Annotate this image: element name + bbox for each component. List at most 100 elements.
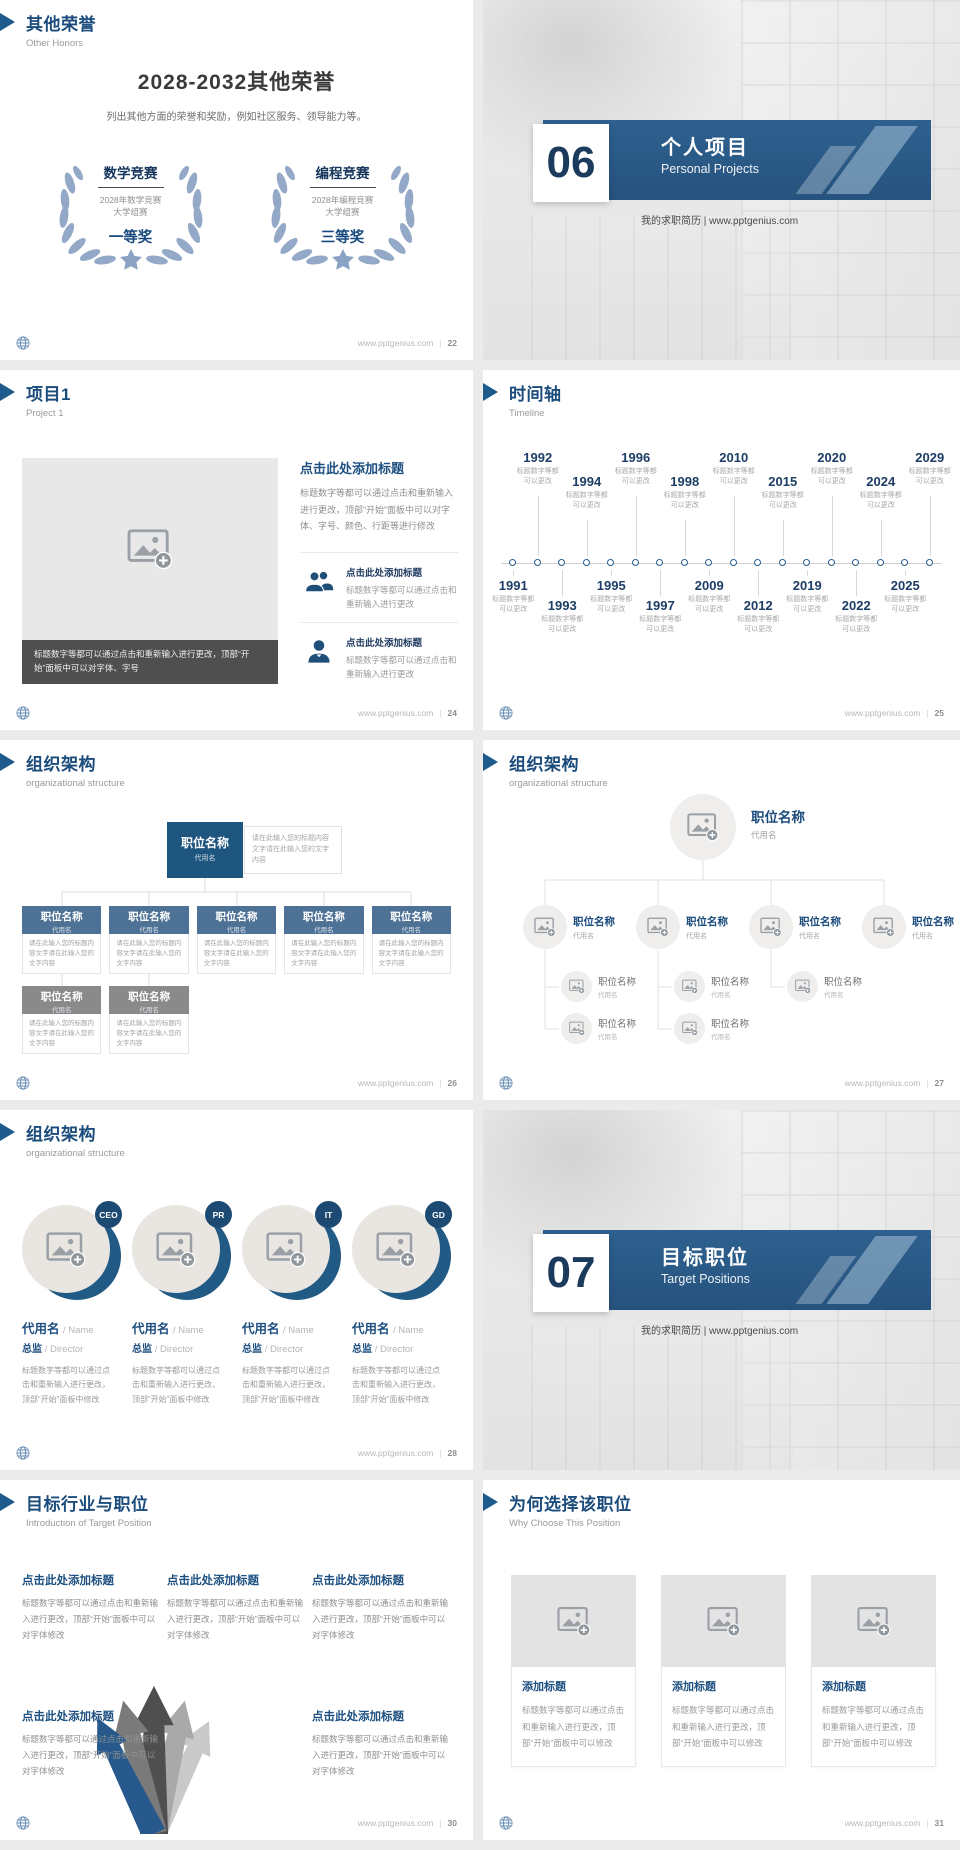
timeline-caption: 标题数字等都可以更改 [565,492,608,509]
site-logo-icon [16,1816,30,1830]
timeline-year: 2009 [694,578,724,593]
position-sub: 代用名 [751,830,777,840]
section-number: 07 [546,1248,596,1297]
arrow-marker-icon [483,383,498,401]
award-prize: 一等奖 [108,229,153,246]
position-title: 职位名称 [302,911,345,923]
timeline-dot-icon [533,559,541,566]
timeline-caption: 标题数字等都可以更改 [810,468,853,485]
image-caption: 标题数字等都可以通过点击和重新输入进行更改，顶部“开始”面板中可以对字体、字号 [22,640,278,684]
image-placeholder-icon [534,917,556,937]
timeline-year: 1993 [547,598,577,613]
image-placeholder [661,1575,786,1667]
timeline-caption: 标题数字等都可以更改 [688,596,731,613]
timeline-connector [807,570,809,576]
image-placeholder-icon [376,1231,416,1268]
slide-subtitle-en: Other Honors [26,38,84,49]
slide-why-position[interactable]: 为何选择该职位 Why Choose This Position 添加标题 标题… [483,1480,960,1840]
footer-site: www.pptgenius.com [844,1078,921,1088]
timeline-connector [880,520,882,556]
timeline-caption: 标题数字等都可以更改 [786,596,829,613]
member-name: 代用名 [352,1322,390,1336]
timeline-dot-icon [901,559,909,566]
timeline-connector [537,496,539,556]
timeline-dot-icon [656,559,664,566]
arrow-marker-icon [0,1493,15,1511]
section-header: 组织架构 organizational structure [0,1120,473,1159]
image-placeholder-icon [873,917,895,937]
timeline-connector [562,570,564,596]
timeline-year: 1991 [498,578,528,593]
project-text-block: 点击此处添加标题 标题数字等都可以通过点击和重新输入进行更改，顶部“开始”面板中… [300,458,456,535]
section-title: 个人项目 [661,137,749,159]
member-role-en: / Director [374,1344,414,1355]
position-sub: 代用名 [51,1007,72,1014]
timeline-connector [635,496,637,556]
item-title: 点击此处添加标题 [346,568,423,579]
slide-title: 目标行业与职位 [26,1495,149,1514]
image-placeholder-icon [760,917,782,937]
timeline-caption: 标题数字等都可以更改 [541,616,584,633]
member-photo: PR [132,1201,232,1303]
position-sub: 代用名 [314,927,334,934]
slide-org-structure-photos[interactable]: 组织架构 organizational structure 职位名称 代用名 职… [483,740,960,1100]
section-number-box: 07 [533,1234,609,1312]
image-placeholder [511,1575,636,1667]
position-title: 职位名称 [799,915,841,928]
org-photo-node: 职位名称 代用名 [561,971,674,1002]
section-title: 目标职位 [661,1247,749,1269]
image-placeholder-icon [857,1606,891,1637]
org-node-desc: 请在此输入您的标题内容文字请在此输入您的文字内容 [109,934,189,974]
timeline-year: 1992 [523,450,553,465]
org-photo-node: 职位名称 代用名 [674,971,787,1002]
slide-title: 组织架构 [26,755,96,774]
slide-project-1[interactable]: 项目1 Project 1 标题数字等都可以通过点击和重新输入进行更改，顶部“开… [0,370,473,730]
timeline-dot-icon [852,559,860,566]
image-placeholder-icon [795,979,811,994]
slide-title: 为何选择该职位 [509,1495,632,1514]
photo-circle [636,905,680,949]
org-photo-node: 职位名称 代用名 [523,905,636,949]
timeline-dot-icon [582,559,590,566]
position-sub: 代用名 [194,855,216,862]
slide-other-honors[interactable]: 其他荣誉 Other Honors 2028-2032其他荣誉 列出其他方面的荣… [0,0,473,360]
upward-arrows-graphic [96,1685,211,1834]
timeline-caption: 标题数字等都可以更改 [516,468,559,485]
divider [97,187,164,188]
timeline-connector [684,520,686,556]
member-name-en: / Name [173,1325,204,1336]
timeline-event: 2020 标题数字等都可以更改 [811,448,853,678]
section-header: 其他荣誉 Other Honors [0,10,473,49]
slide-footer: www.pptgenius.com | 30 [16,1816,457,1830]
timeline-caption: 标题数字等都可以更改 [835,616,878,633]
org-connector-lines [61,878,412,986]
timeline-event: 1997 标题数字等都可以更改 [639,448,681,678]
block-title: 点击此处添加标题 [312,1711,404,1723]
image-placeholder-icon [569,1021,585,1036]
position-title: 职位名称 [215,911,258,923]
slide-subtitle-en: organizational structure [509,778,608,789]
member-list: CEO 代用名 / Name 总监 / Director 标题数字等都可以通过点… [22,1201,459,1407]
timeline-year: 2015 [768,474,798,489]
timeline-caption: 标题数字等都可以更改 [614,468,657,485]
timeline-dot-icon [607,559,615,566]
timeline-dot-icon [509,559,517,566]
slide-org-members[interactable]: 组织架构 organizational structure CEO 代用名 / … [0,1110,473,1470]
position-title: 职位名称 [751,810,805,825]
slide-target-position[interactable]: 目标行业与职位 Introduction of Target Position … [0,1480,473,1840]
footer-site: www.pptgenius.com [357,708,434,718]
award-group: 大学组赛 [113,207,148,218]
slide-section-07[interactable]: 07 目标职位 Target Positions 我的求职简历 | www.pp… [483,1110,960,1470]
slide-section-06[interactable]: 06 个人项目 Personal Projects 我的求职简历 | www.p… [483,0,960,360]
image-placeholder-icon [707,1606,741,1637]
position-sub: 代用名 [139,1007,159,1014]
timeline-year: 2020 [817,450,847,465]
slide-timeline[interactable]: 时间轴 Timeline 1991 标题数字等都可以更改 [483,370,960,730]
award-name: 数学竞赛 [103,166,158,181]
item-body: 标题数字等都可以通过点击和重新输入进行更改 [346,654,457,680]
resume-tagline: 我的求职简历 | www.pptgenius.com [641,1326,799,1337]
timeline-event: 1995 标题数字等都可以更改 [590,448,632,678]
timeline-caption: 标题数字等都可以更改 [590,596,633,613]
org-node-desc: 请在此输入您的标题内容文字请在此输入您的文字内容 [371,934,451,974]
slide-org-structure-boxes[interactable]: 组织架构 organizational structure 职位名称 代用名 请… [0,740,473,1100]
